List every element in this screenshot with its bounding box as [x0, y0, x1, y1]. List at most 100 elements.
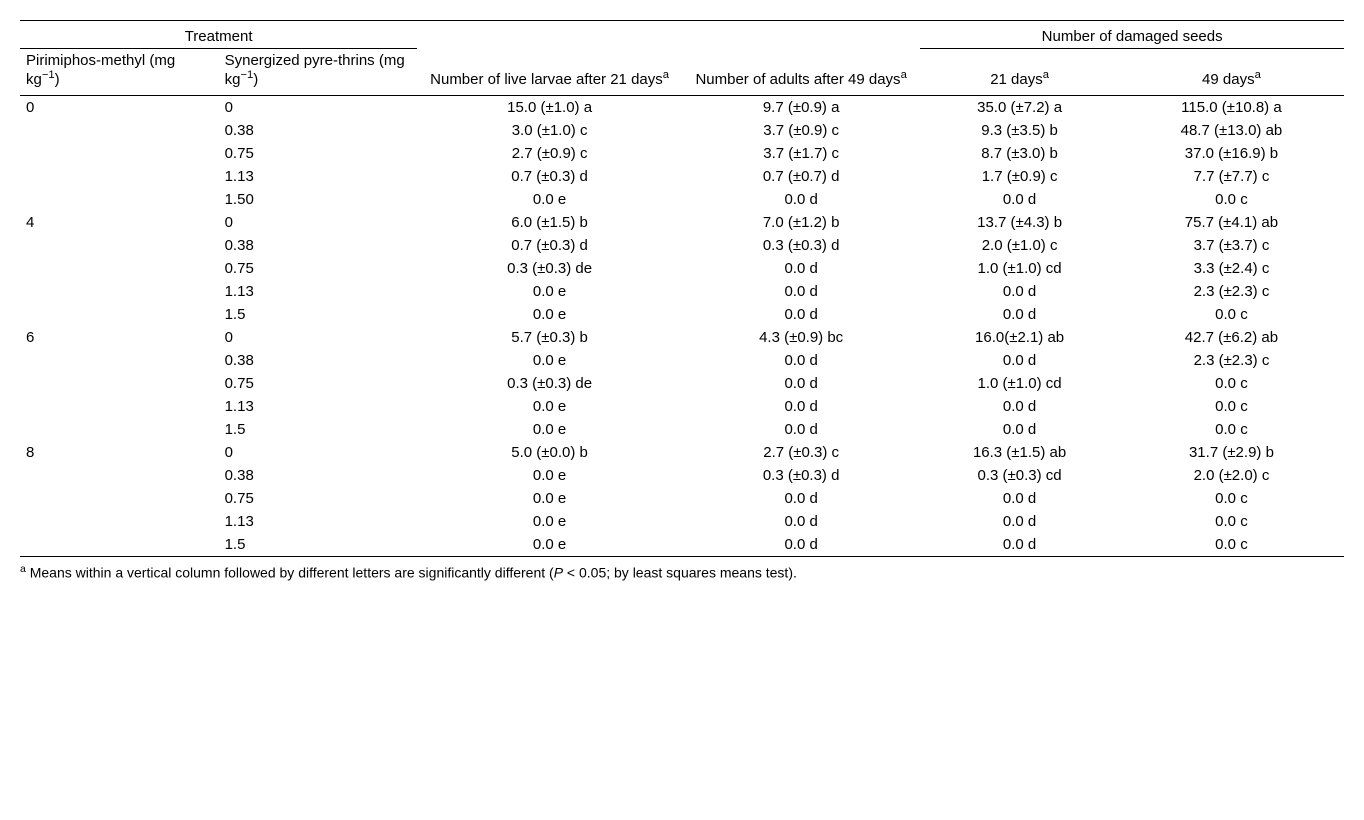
table-row: 0.380.0 e0.3 (±0.3) d0.3 (±0.3) cd2.0 (±… — [20, 464, 1344, 487]
cell-value: 2.7 (±0.9) c — [417, 142, 682, 165]
col-adults-header: Number of adults after 49 daysa — [682, 49, 920, 92]
cell-value: 0.0 d — [920, 510, 1119, 533]
cell-pirimiphos — [20, 395, 219, 418]
cell-value: 0.3 (±0.3) cd — [920, 464, 1119, 487]
cell-value: 3.7 (±0.9) c — [682, 119, 920, 142]
cell-value: 0.0 d — [682, 372, 920, 395]
cell-value: 0.0 d — [920, 395, 1119, 418]
cell-pyrethrins: 1.13 — [219, 510, 418, 533]
cell-value: 0.0 e — [417, 464, 682, 487]
cell-value: 3.3 (±2.4) c — [1119, 257, 1344, 280]
cell-value: 15.0 (±1.0) a — [417, 96, 682, 120]
table-row: 1.130.0 e0.0 d0.0 d2.3 (±2.3) c — [20, 280, 1344, 303]
table-row: 1.130.0 e0.0 d0.0 d0.0 c — [20, 510, 1344, 533]
cell-value: 0.0 d — [920, 303, 1119, 326]
cell-value: 0.0 d — [920, 188, 1119, 211]
cell-value: 5.7 (±0.3) b — [417, 326, 682, 349]
cell-value: 0.0 d — [682, 418, 920, 441]
cell-value: 0.0 c — [1119, 303, 1344, 326]
cell-value: 16.0(±2.1) ab — [920, 326, 1119, 349]
cell-pyrethrins: 0.38 — [219, 119, 418, 142]
cell-pirimiphos — [20, 142, 219, 165]
cell-value: 13.7 (±4.3) b — [920, 211, 1119, 234]
cell-value: 0.0 d — [682, 395, 920, 418]
cell-value: 48.7 (±13.0) ab — [1119, 119, 1344, 142]
cell-value: 0.7 (±0.3) d — [417, 234, 682, 257]
cell-pirimiphos — [20, 487, 219, 510]
cell-value: 0.0 e — [417, 303, 682, 326]
cell-pirimiphos — [20, 510, 219, 533]
cell-value: 1.7 (±0.9) c — [920, 165, 1119, 188]
table-row: 0.750.0 e0.0 d0.0 d0.0 c — [20, 487, 1344, 510]
cell-value: 7.0 (±1.2) b — [682, 211, 920, 234]
table-row: 1.50.0 e0.0 d0.0 d0.0 c — [20, 303, 1344, 326]
cell-value: 2.3 (±2.3) c — [1119, 280, 1344, 303]
table-row: 1.500.0 e0.0 d0.0 d0.0 c — [20, 188, 1344, 211]
cell-pirimiphos — [20, 372, 219, 395]
cell-value: 0.0 e — [417, 349, 682, 372]
cell-pyrethrins: 0 — [219, 326, 418, 349]
cell-value: 0.0 d — [920, 349, 1119, 372]
cell-value: 31.7 (±2.9) b — [1119, 441, 1344, 464]
cell-pirimiphos — [20, 188, 219, 211]
damaged-group-header: Number of damaged seeds — [920, 25, 1344, 49]
table-row: 0.380.7 (±0.3) d0.3 (±0.3) d2.0 (±1.0) c… — [20, 234, 1344, 257]
cell-value: 0.0 c — [1119, 533, 1344, 557]
cell-value: 3.7 (±3.7) c — [1119, 234, 1344, 257]
cell-value: 5.0 (±0.0) b — [417, 441, 682, 464]
cell-value: 0.0 d — [682, 303, 920, 326]
cell-value: 2.7 (±0.3) c — [682, 441, 920, 464]
cell-value: 0.7 (±0.7) d — [682, 165, 920, 188]
cell-value: 0.0 d — [682, 257, 920, 280]
cell-value: 0.0 e — [417, 510, 682, 533]
cell-value: 0.0 e — [417, 280, 682, 303]
col-damaged-21-header: 21 daysa — [920, 49, 1119, 92]
cell-value: 0.0 c — [1119, 487, 1344, 510]
cell-value: 37.0 (±16.9) b — [1119, 142, 1344, 165]
cell-value: 0.0 e — [417, 188, 682, 211]
col-pirimiphos-header: Pirimiphos-methyl (mg kg−1) — [20, 49, 219, 92]
cell-value: 0.0 d — [682, 188, 920, 211]
cell-value: 2.3 (±2.3) c — [1119, 349, 1344, 372]
cell-value: 0.0 e — [417, 533, 682, 557]
cell-pirimiphos — [20, 418, 219, 441]
cell-pyrethrins: 1.50 — [219, 188, 418, 211]
cell-pirimiphos — [20, 349, 219, 372]
table-row: 0.750.3 (±0.3) de0.0 d1.0 (±1.0) cd0.0 c — [20, 372, 1344, 395]
cell-pyrethrins: 1.5 — [219, 418, 418, 441]
cell-pirimiphos — [20, 234, 219, 257]
cell-value: 0.0 c — [1119, 395, 1344, 418]
cell-pyrethrins: 0.75 — [219, 372, 418, 395]
cell-value: 75.7 (±4.1) ab — [1119, 211, 1344, 234]
footnote: a Means within a vertical column followe… — [20, 563, 1344, 581]
table-row: 406.0 (±1.5) b7.0 (±1.2) b13.7 (±4.3) b7… — [20, 211, 1344, 234]
cell-value: 0.0 d — [920, 533, 1119, 557]
cell-pyrethrins: 0.38 — [219, 234, 418, 257]
cell-pyrethrins: 1.13 — [219, 280, 418, 303]
cell-pyrethrins: 1.5 — [219, 303, 418, 326]
treatment-group-header: Treatment — [20, 25, 417, 49]
cell-value: 0.0 d — [682, 280, 920, 303]
cell-pyrethrins: 0 — [219, 211, 418, 234]
cell-pirimiphos — [20, 464, 219, 487]
cell-pirimiphos: 6 — [20, 326, 219, 349]
col-pyrethrins-header: Synergized pyre-thrins (mg kg−1) — [219, 49, 418, 92]
cell-value: 3.7 (±1.7) c — [682, 142, 920, 165]
table-row: 1.50.0 e0.0 d0.0 d0.0 c — [20, 418, 1344, 441]
cell-value: 0.0 d — [682, 349, 920, 372]
cell-value: 0.0 d — [920, 487, 1119, 510]
cell-value: 9.3 (±3.5) b — [920, 119, 1119, 142]
col-larvae-header: Number of live larvae after 21 daysa — [417, 49, 682, 92]
cell-value: 4.3 (±0.9) bc — [682, 326, 920, 349]
cell-value: 0.0 d — [920, 280, 1119, 303]
table-row: 1.130.7 (±0.3) d0.7 (±0.7) d1.7 (±0.9) c… — [20, 165, 1344, 188]
cell-value: 0.0 c — [1119, 418, 1344, 441]
cell-value: 0.0 c — [1119, 510, 1344, 533]
table-row: 0.383.0 (±1.0) c3.7 (±0.9) c9.3 (±3.5) b… — [20, 119, 1344, 142]
cell-value: 0.0 d — [682, 510, 920, 533]
cell-value: 8.7 (±3.0) b — [920, 142, 1119, 165]
cell-pirimiphos — [20, 257, 219, 280]
cell-value: 35.0 (±7.2) a — [920, 96, 1119, 120]
cell-value: 0.0 d — [682, 533, 920, 557]
cell-value: 1.0 (±1.0) cd — [920, 257, 1119, 280]
